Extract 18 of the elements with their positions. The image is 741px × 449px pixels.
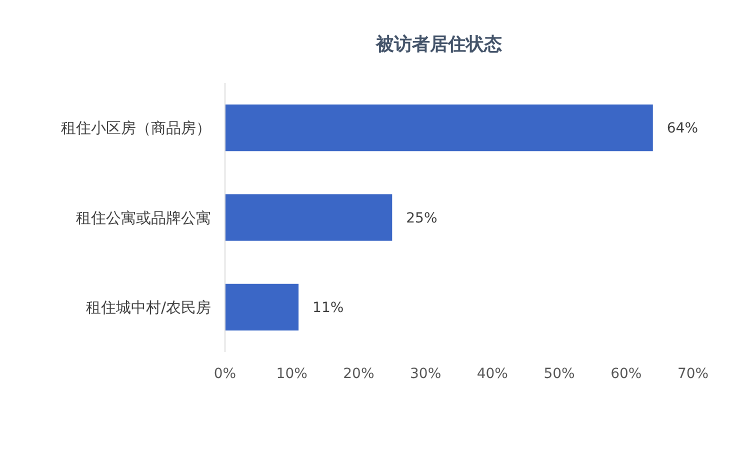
y-tick-label: 租住城中村/农民房: [86, 298, 211, 316]
x-tick-label: 10%: [276, 366, 308, 382]
x-tick-label: 50%: [544, 366, 575, 382]
x-tick-label: 60%: [610, 366, 642, 382]
x-tick-label: 20%: [343, 366, 374, 382]
data-label: 11%: [312, 300, 344, 316]
data-label: 64%: [666, 120, 698, 137]
x-tick-label: 70%: [677, 366, 709, 382]
chart-title: 被访者居住状态: [375, 34, 502, 55]
y-tick-label: 租住小区房（商品房）: [61, 119, 211, 138]
data-label: 25%: [406, 210, 438, 226]
bar: [225, 104, 653, 152]
bar: [225, 284, 299, 330]
x-tick-label: 0%: [214, 366, 236, 382]
x-tick-label: 40%: [476, 366, 508, 382]
x-tick-label: 30%: [410, 366, 442, 382]
bar: [225, 194, 392, 241]
y-tick-label: 租住公寓或品牌公寓: [76, 208, 211, 227]
